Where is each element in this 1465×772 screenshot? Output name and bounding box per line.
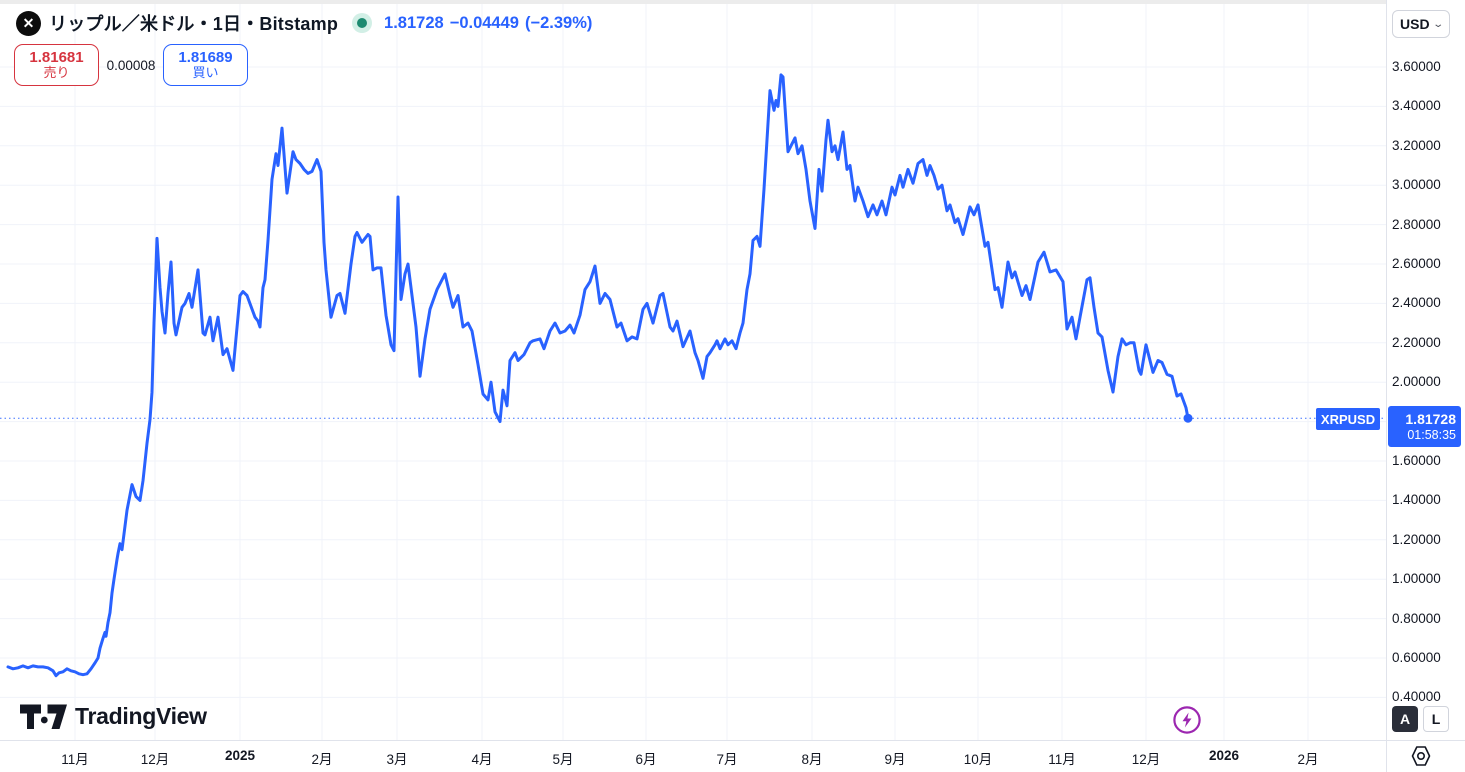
quote-values: 1.81728 −0.04449 (−2.39%)	[384, 14, 598, 33]
time-axis-border	[0, 740, 1465, 741]
price-chart-canvas[interactable]	[0, 0, 1386, 740]
buy-price: 1.81689	[178, 48, 233, 66]
time-tick-label: 2月	[311, 752, 333, 767]
tradingview-logo[interactable]: TradingView	[20, 703, 207, 730]
sell-label: 売り	[43, 65, 70, 81]
last-point-marker	[1183, 413, 1193, 423]
price-tick-label: 2.00000	[1392, 374, 1441, 390]
sell-price: 1.81681	[29, 48, 84, 66]
top-strip	[0, 0, 1386, 4]
time-tick-label: 2月	[1297, 752, 1319, 767]
time-tick-label: 5月	[552, 752, 574, 767]
price-tick-label: 0.40000	[1392, 689, 1441, 705]
price-change-percent: (−2.39%)	[524, 13, 593, 32]
time-tick-label: 3月	[386, 752, 408, 767]
gear-icon	[1411, 746, 1431, 766]
currency-selector[interactable]: USD ⌄	[1392, 10, 1450, 38]
price-tick-label: 3.60000	[1392, 59, 1441, 74]
price-change: −0.04449	[449, 13, 519, 32]
market-status-icon	[352, 13, 373, 33]
last-price-symbol-flag: XRPUSD	[1316, 408, 1380, 430]
buy-label: 買い	[192, 65, 219, 81]
price-tick-label: 2.60000	[1392, 256, 1441, 271]
time-tick-label: 6月	[635, 752, 657, 767]
time-tick-label: 2025	[224, 748, 256, 763]
chevron-down-icon: ⌄	[1431, 18, 1444, 30]
last-price: 1.81728	[384, 13, 444, 32]
price-tick-label: 0.80000	[1392, 610, 1441, 626]
time-tick-label: 7月	[716, 752, 738, 767]
time-tick-label: 12月	[140, 752, 170, 767]
trade-buttons-row: 1.81681 売り 0.00008 1.81689 買い	[14, 44, 248, 86]
time-tick-label: 4月	[471, 752, 493, 767]
last-price-axis-label[interactable]: 1.81728 01:58:35	[1388, 406, 1461, 447]
spread-value: 0.00008	[106, 57, 156, 73]
auto-scale-button[interactable]: A	[1392, 706, 1418, 732]
price-tick-label: 0.60000	[1392, 650, 1441, 665]
time-tick-label: 11月	[61, 752, 89, 767]
symbol-header: ✕ リップル／米ドル・1日・Bitstamp 1.81728 −0.04449 (−…	[16, 10, 598, 36]
price-tick-label: 3.00000	[1392, 177, 1441, 193]
bar-countdown: 01:58:35	[1407, 427, 1456, 442]
scale-buttons: A L	[1392, 706, 1449, 732]
tradingview-logo-icon	[20, 704, 67, 729]
time-tick-label: 9月	[884, 752, 906, 767]
price-tick-label: 1.00000	[1392, 571, 1441, 587]
sell-button[interactable]: 1.81681 売り	[14, 44, 99, 86]
time-tick-label: 2026	[1208, 748, 1240, 763]
price-tick-label: 3.40000	[1392, 98, 1441, 114]
price-tick-label: 3.20000	[1392, 137, 1441, 153]
time-tick-label: 11月	[1048, 752, 1076, 767]
time-tick-label: 8月	[801, 752, 823, 767]
buy-button[interactable]: 1.81689 買い	[163, 44, 248, 86]
price-tick-label: 2.40000	[1392, 295, 1441, 311]
lightning-icon	[1173, 706, 1201, 734]
price-axis-border	[1386, 0, 1387, 772]
xrp-logo-icon: ✕	[16, 10, 41, 36]
currency-value: USD	[1400, 16, 1430, 32]
price-tick-label: 1.20000	[1392, 531, 1441, 547]
tradingview-logo-text: TradingView	[75, 703, 207, 729]
last-price-value: 1.81728	[1405, 410, 1456, 427]
price-tick-label: 2.80000	[1392, 216, 1441, 232]
time-tick-label: 12月	[1131, 752, 1161, 767]
price-tick-label: 1.60000	[1392, 453, 1441, 468]
time-tick-label: 10月	[963, 752, 993, 767]
log-scale-button[interactable]: L	[1423, 706, 1449, 732]
price-line-series	[6, 73, 1190, 678]
time-axis-settings-button[interactable]	[1408, 743, 1434, 769]
symbol-title[interactable]: リップル／米ドル・1日・Bitstamp	[49, 14, 339, 34]
instant-order-button[interactable]	[1172, 705, 1202, 735]
price-tick-label: 1.40000	[1392, 492, 1441, 508]
price-tick-label: 2.20000	[1392, 334, 1441, 350]
